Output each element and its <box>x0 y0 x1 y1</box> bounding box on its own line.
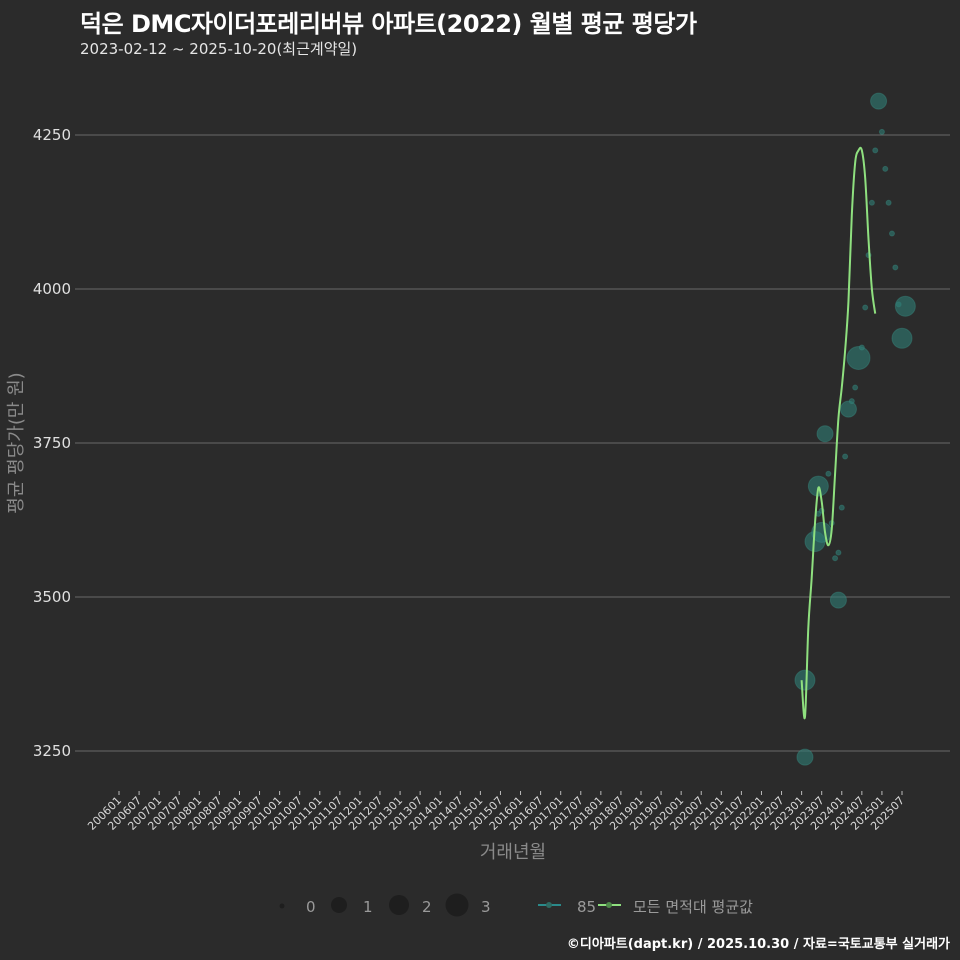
legend-size-3-icon <box>445 893 469 917</box>
legend-size-1-icon <box>331 897 347 913</box>
legend-size-3-label: 3 <box>481 898 491 916</box>
data-bubble <box>862 304 869 311</box>
legend-size-2-icon <box>389 895 409 915</box>
data-bubble <box>829 591 847 609</box>
data-bubble <box>858 344 865 351</box>
data-bubble <box>888 230 895 237</box>
legend-size-0-label: 0 <box>306 898 316 916</box>
average-line <box>800 146 877 720</box>
data-bubble <box>892 264 899 271</box>
y-tick-label: 3500 <box>33 588 71 606</box>
data-bubble <box>825 470 832 477</box>
data-bubble <box>846 345 871 370</box>
chart-subtitle: 2023-02-12 ~ 2025-10-20(최근계약일) <box>80 40 358 58</box>
legend-avg-label: 모든 면적대 평균값 <box>633 898 753 916</box>
data-bubble <box>882 165 889 172</box>
data-bubble <box>794 669 816 691</box>
data-bubble <box>878 128 885 135</box>
legend-avg-dot-icon <box>606 902 612 908</box>
y-tick-label: 4250 <box>33 126 71 144</box>
y-axis-ticks: 3250 3500 3750 4000 4250 <box>33 126 80 760</box>
y-axis-title: 평균 평당가(만 원) <box>6 372 27 513</box>
data-bubble <box>891 327 913 349</box>
legend-size-2-label: 2 <box>422 898 432 916</box>
data-bubble <box>816 425 834 443</box>
data-bubble <box>796 748 814 766</box>
data-bubble <box>839 400 857 418</box>
data-bubble <box>870 92 888 110</box>
chart-title: 덕은 DMC자이더포레리버뷰 아파트(2022) 월별 평균 평당가 <box>80 10 697 38</box>
y-tick-label: 3750 <box>33 434 71 452</box>
data-bubble <box>842 453 849 460</box>
data-bubble <box>868 199 875 206</box>
x-axis-ticks: 2006012006072007012007072008012008072009… <box>85 791 907 833</box>
legend-size-0-icon <box>279 903 285 909</box>
x-axis-title: 거래년월 <box>480 842 546 863</box>
data-bubble <box>872 147 879 154</box>
data-bubble <box>807 475 829 497</box>
bubble-series-85 <box>794 92 916 766</box>
y-tick-label: 4000 <box>33 280 71 298</box>
data-bubble <box>894 295 916 317</box>
source-credit: ©디아파트(dapt.kr) / 2025.10.30 / 자료=국토교통부 실… <box>566 937 950 952</box>
gridlines <box>80 134 950 752</box>
legend-85-label: 85 <box>577 898 596 916</box>
legend-85-dot-icon <box>546 902 552 908</box>
data-bubble <box>838 504 845 511</box>
data-bubble <box>848 398 855 405</box>
data-bubble <box>832 555 839 562</box>
legend: 0 1 2 3 85 모든 면적대 평균값 <box>279 893 753 917</box>
data-bubble <box>885 199 892 206</box>
legend-size-1-label: 1 <box>363 898 373 916</box>
data-bubble <box>835 549 842 556</box>
data-bubble <box>852 384 859 391</box>
y-tick-label: 3250 <box>33 742 71 760</box>
